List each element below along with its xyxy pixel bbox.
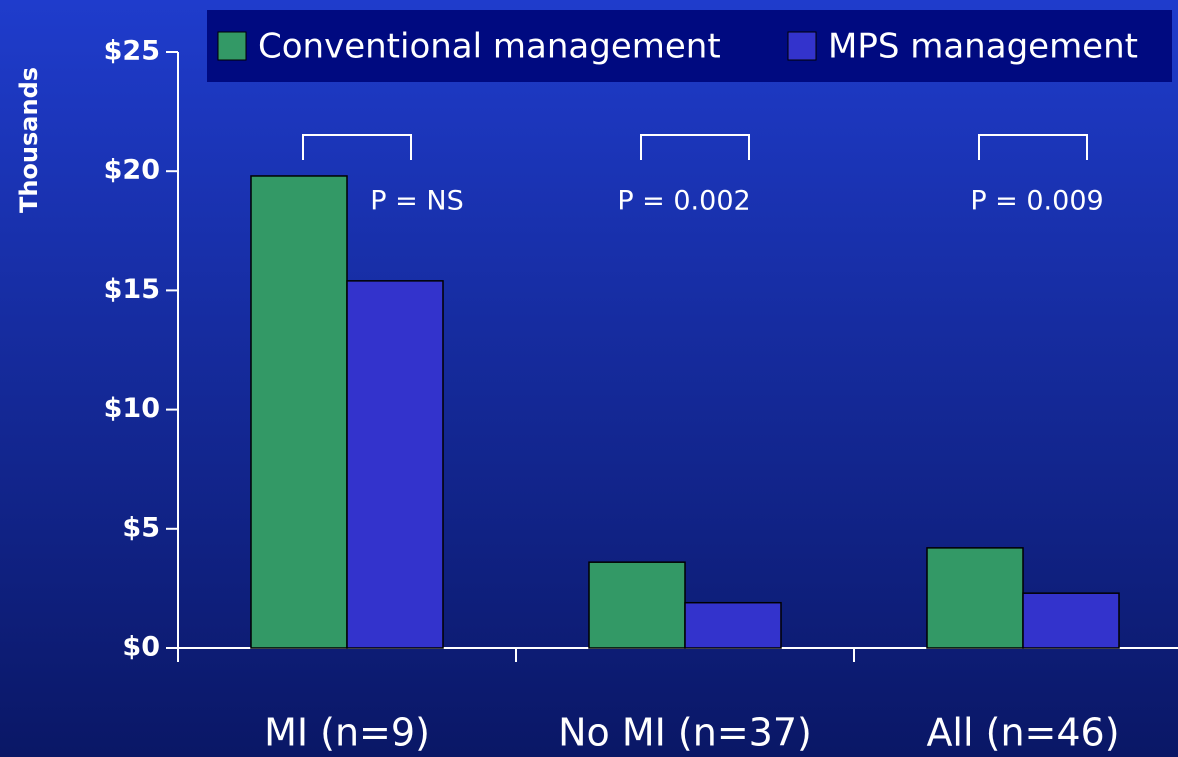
legend-box [207,10,1172,82]
bar [346,280,444,649]
x-tick-label: No MI (n=37) [558,711,812,755]
bar [926,547,1024,649]
y-tick-label: $10 [104,393,160,424]
annotation: P = NS [370,186,463,217]
x-tick-label: All (n=46) [926,711,1119,755]
y-axis-label: Thousands [15,67,43,213]
y-tick-label: $0 [122,632,160,663]
annotation: P = 0.002 [617,186,750,217]
legend-label: MPS management [828,27,1138,67]
significance-bracket [302,134,412,160]
significance-bracket [978,134,1088,160]
bar [250,175,348,649]
y-tick-label: $20 [104,155,160,186]
legend-swatch [787,31,817,61]
bar [1022,592,1120,649]
bar [588,561,686,649]
legend-label: Conventional management [258,27,721,67]
y-tick-label: $25 [104,36,160,67]
legend-swatch [217,31,247,61]
y-tick-label: $15 [104,274,160,305]
x-tick-label: MI (n=9) [264,711,430,755]
y-tick-label: $5 [122,512,160,543]
bar [684,601,782,649]
annotation: P = 0.009 [970,186,1103,217]
significance-bracket [640,134,750,160]
